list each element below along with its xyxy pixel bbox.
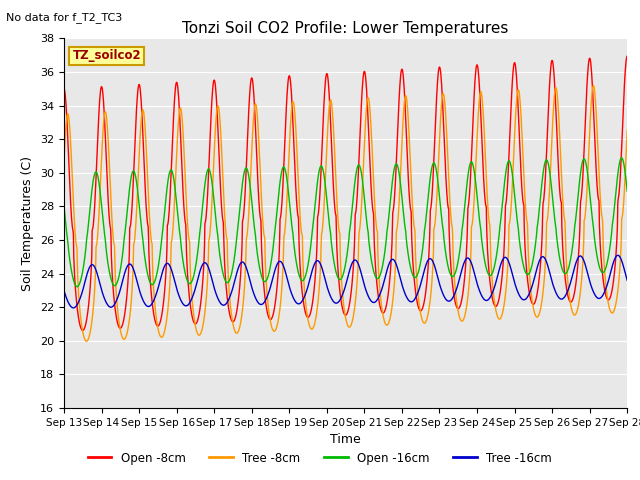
- Title: Tonzi Soil CO2 Profile: Lower Temperatures: Tonzi Soil CO2 Profile: Lower Temperatur…: [182, 21, 509, 36]
- X-axis label: Time: Time: [330, 433, 361, 446]
- Y-axis label: Soil Temperatures (C): Soil Temperatures (C): [22, 156, 35, 291]
- Legend: Open -8cm, Tree -8cm, Open -16cm, Tree -16cm: Open -8cm, Tree -8cm, Open -16cm, Tree -…: [83, 447, 557, 469]
- Text: TZ_soilco2: TZ_soilco2: [72, 49, 141, 62]
- Text: No data for f_T2_TC3: No data for f_T2_TC3: [6, 12, 123, 23]
